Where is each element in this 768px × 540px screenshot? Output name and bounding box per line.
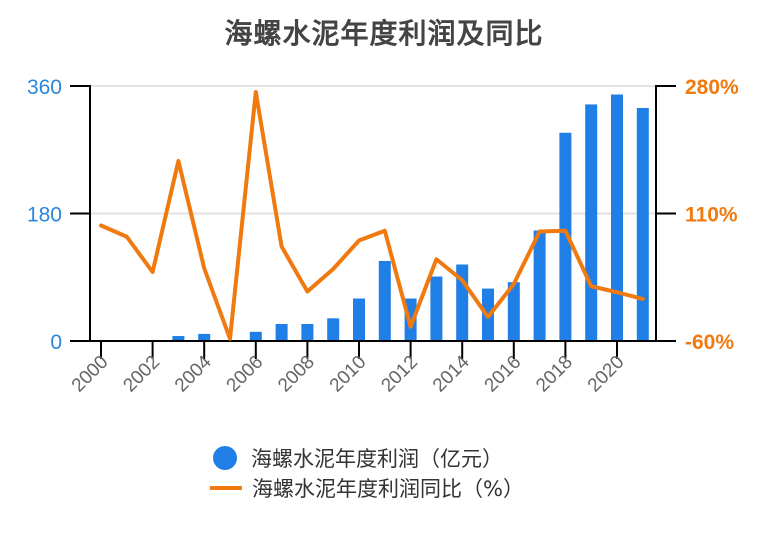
legend-label-yoy: 海螺水泥年度利润同比（%） — [252, 477, 524, 501]
circle-marker-icon — [213, 446, 237, 470]
x-tick-label: 2002 — [119, 352, 164, 397]
bar — [172, 336, 185, 341]
bar — [533, 230, 546, 341]
x-tick-label: 2020 — [584, 352, 629, 397]
chart-title: 海螺水泥年度利润及同比 — [224, 17, 544, 50]
legend-item-profit[interactable]: 海螺水泥年度利润（亿元） — [210, 443, 524, 473]
x-tick-label: 2006 — [223, 352, 268, 397]
bar — [611, 94, 623, 341]
x-tick-label: 2010 — [326, 352, 371, 397]
bar — [353, 298, 365, 341]
line-marker-icon — [210, 486, 242, 490]
bar-series — [172, 94, 649, 342]
x-tick-label: 2018 — [532, 352, 577, 397]
bar — [378, 260, 391, 341]
axes — [70, 85, 676, 359]
x-tick-label: 2012 — [377, 352, 422, 397]
right-tick-label: 110% — [685, 204, 738, 227]
x-tick-label: 2014 — [429, 351, 474, 396]
left-tick-label: 0 — [50, 331, 62, 354]
yoy-line — [99, 90, 645, 341]
chart-plot: 0 -60%180 110%360 280%2000 2002 2004 2006 2008 2… — [27, 76, 739, 396]
left-tick-label: 180 — [27, 204, 62, 227]
bar — [301, 324, 314, 341]
x-tick-label: 2016 — [481, 352, 526, 397]
x-tick-label: 2008 — [274, 352, 319, 397]
legend: 海螺水泥年度利润（亿元） 海螺水泥年度利润同比（%） — [210, 443, 524, 503]
x-tick-label: 2000 — [68, 352, 113, 397]
legend-item-yoy[interactable]: 海螺水泥年度利润同比（%） — [210, 473, 524, 503]
right-tick-label: -60% — [685, 331, 734, 354]
right-tick-label: 280% — [685, 76, 739, 99]
bar — [275, 324, 288, 341]
bar — [636, 107, 649, 341]
axis-labels: 0 -60%180 110%360 280%2000 2002 2004 2006 2008 2… — [27, 76, 739, 396]
left-tick-label: 360 — [27, 76, 62, 99]
bar — [559, 132, 572, 341]
bar — [430, 276, 443, 341]
bar — [327, 318, 340, 341]
line-series — [99, 90, 645, 341]
bar — [249, 331, 262, 341]
bar — [198, 333, 211, 341]
bar — [507, 282, 520, 341]
bar — [585, 104, 598, 342]
legend-label-profit: 海螺水泥年度利润（亿元） — [251, 447, 503, 471]
x-tick-label: 2004 — [171, 351, 216, 396]
